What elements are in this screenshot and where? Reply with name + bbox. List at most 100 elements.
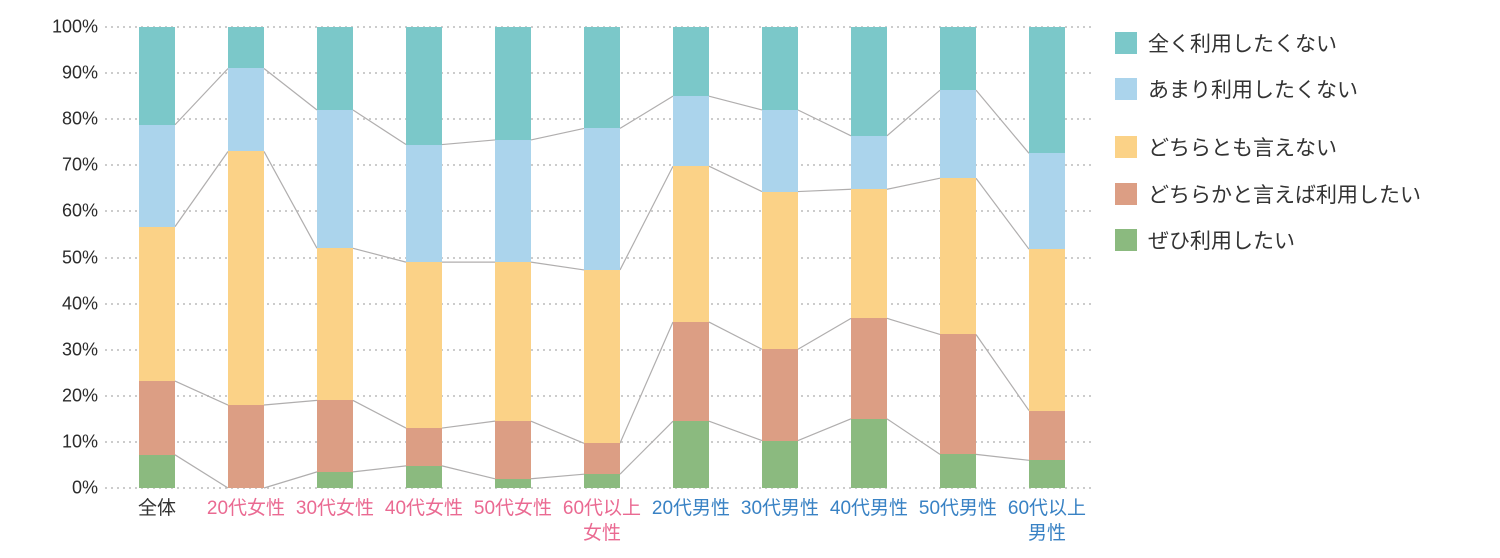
- bar-segment-cat6-series0: [673, 421, 709, 488]
- bar-segment-cat0-series0: [139, 454, 175, 488]
- connector-line: [174, 68, 229, 126]
- bar-segment-cat9-series4: [940, 27, 976, 91]
- legend-item-2: どちらとも言えない: [1115, 132, 1337, 162]
- bar-segment-cat7-series0: [762, 440, 798, 488]
- gridline-0: [105, 487, 1093, 489]
- bar-segment-cat0-series1: [139, 381, 175, 455]
- legend-label: 全く利用したくない: [1148, 33, 1337, 56]
- connector-line: [174, 454, 229, 489]
- connector-line: [441, 139, 496, 146]
- x-label-cat5: 60代以上 女性: [562, 498, 642, 544]
- y-tick-label-20: 20%: [61, 385, 98, 406]
- connector-line: [530, 473, 585, 480]
- bar-segment-cat1-series1: [228, 405, 264, 488]
- legend-item-0: 全く利用したくない: [1115, 28, 1337, 58]
- y-tick-label-70: 70%: [61, 154, 98, 175]
- connector-line: [975, 453, 1030, 461]
- bar-segment-cat8-series0: [851, 418, 887, 488]
- connector-line: [797, 317, 852, 350]
- bar-segment-cat3-series3: [406, 144, 442, 263]
- connector-line: [530, 127, 585, 141]
- legend-label: どちらかと言えば利用したい: [1148, 184, 1421, 207]
- legend-item-4: ぜひ利用したい: [1115, 225, 1295, 255]
- bar-segment-cat6-series4: [673, 27, 709, 97]
- connector-line: [886, 317, 941, 336]
- x-label-cat4: 50代女性: [473, 498, 553, 519]
- bar-segment-cat10-series3: [1029, 153, 1065, 250]
- legend-item-1: あまり利用したくない: [1115, 74, 1358, 104]
- y-tick-label-40: 40%: [61, 293, 98, 314]
- bar-segment-cat3-series0: [406, 465, 442, 488]
- connector-line: [619, 95, 674, 129]
- connector-line: [708, 321, 763, 350]
- y-tick-label-30: 30%: [61, 339, 98, 360]
- legend-swatch-icon: [1115, 32, 1137, 54]
- connector-line: [886, 89, 941, 137]
- legend-item-3: どちらかと言えば利用したい: [1115, 179, 1421, 209]
- connector-line: [619, 165, 674, 271]
- bar-segment-cat4-series2: [495, 262, 531, 422]
- legend-swatch-icon: [1115, 183, 1137, 205]
- bar-segment-cat3-series2: [406, 262, 442, 429]
- bar-segment-cat3-series1: [406, 428, 442, 466]
- connector-line: [352, 247, 407, 263]
- connector-line: [975, 177, 1030, 250]
- connector-line: [886, 177, 941, 190]
- x-label-cat2: 30代女性: [295, 498, 375, 519]
- bar-segment-cat5-series3: [584, 128, 620, 270]
- x-label-cat1: 20代女性: [206, 498, 286, 519]
- bar-segment-cat8-series1: [851, 318, 887, 419]
- y-tick-label-100: 100%: [51, 16, 98, 37]
- bar-segment-cat2-series0: [317, 471, 353, 488]
- bar-segment-cat8-series4: [851, 27, 887, 136]
- bar-segment-cat5-series4: [584, 27, 620, 129]
- bar-segment-cat1-series4: [228, 27, 264, 69]
- bar-segment-cat2-series4: [317, 27, 353, 110]
- x-label-cat9: 50代男性: [918, 498, 998, 519]
- connector-line: [619, 321, 674, 444]
- bar-segment-cat8-series2: [851, 189, 887, 319]
- bar-segment-cat6-series3: [673, 96, 709, 167]
- x-label-cat8: 40代男性: [829, 498, 909, 519]
- y-tick-label-90: 90%: [61, 62, 98, 83]
- connector-line: [530, 420, 585, 444]
- connector-line: [441, 465, 496, 480]
- bar-segment-cat0-series4: [139, 27, 175, 125]
- connector-line: [886, 418, 941, 455]
- bar-segment-cat3-series4: [406, 27, 442, 145]
- legend-swatch-icon: [1115, 78, 1137, 100]
- bar-segment-cat4-series0: [495, 478, 531, 488]
- connector-line: [975, 334, 1030, 411]
- bar-segment-cat7-series1: [762, 349, 798, 441]
- bar-segment-cat5-series1: [584, 443, 620, 475]
- connector-line: [263, 68, 318, 111]
- bar-segment-cat7-series4: [762, 27, 798, 110]
- bar-segment-cat10-series0: [1029, 460, 1065, 488]
- connector-line: [352, 109, 407, 146]
- connector-line: [174, 151, 229, 227]
- connector-line: [441, 420, 496, 429]
- bar-segment-cat2-series1: [317, 400, 353, 472]
- x-label-cat0: 全体: [137, 498, 176, 519]
- bar-segment-cat4-series3: [495, 139, 531, 263]
- bar-segment-cat2-series3: [317, 109, 353, 249]
- bar-segment-cat10-series4: [1029, 27, 1065, 154]
- bar-segment-cat1-series2: [228, 151, 264, 406]
- connector-line: [797, 418, 852, 442]
- connector-line: [797, 188, 852, 193]
- x-label-cat7: 30代男性: [740, 498, 820, 519]
- y-tick-label-10: 10%: [61, 431, 98, 452]
- bar-segment-cat7-series3: [762, 109, 798, 192]
- bar-segment-cat0-series3: [139, 124, 175, 227]
- bar-segment-cat0-series2: [139, 226, 175, 382]
- connector-line: [530, 261, 585, 271]
- bar-segment-cat9-series0: [940, 454, 976, 488]
- bar-segment-cat8-series3: [851, 135, 887, 190]
- legend-label: どちらとも言えない: [1148, 137, 1337, 160]
- bar-segment-cat10-series2: [1029, 249, 1065, 411]
- bar-segment-cat5-series2: [584, 269, 620, 444]
- y-tick-label-60: 60%: [61, 200, 98, 221]
- connector-line: [975, 89, 1030, 154]
